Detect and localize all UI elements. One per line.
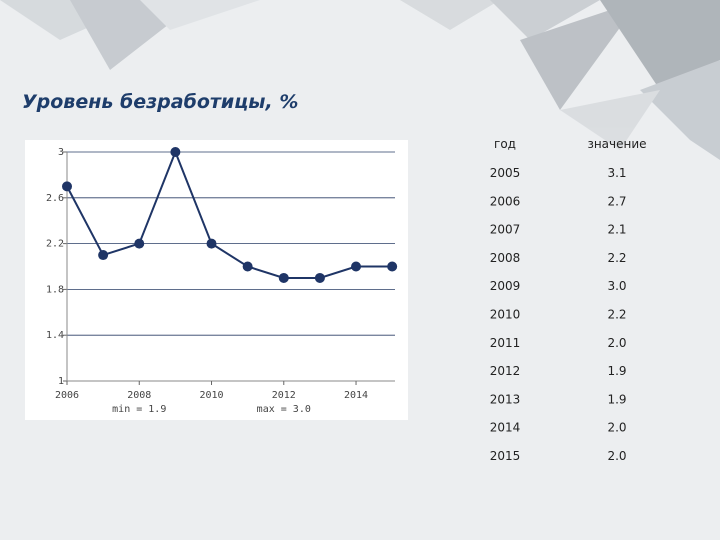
- data-point: [242, 261, 253, 272]
- table-cell: 2.0: [607, 421, 626, 435]
- series-line: [66, 149, 393, 279]
- annotation: max = 3.0: [257, 404, 311, 415]
- table-header: год: [494, 137, 516, 151]
- y-tick-label: 2.2: [46, 239, 64, 250]
- table-cell: 2007: [490, 223, 521, 237]
- table-cell: 2006: [490, 194, 521, 208]
- chart: 1 1.4 1.8 2.2 2.6 3 2006 2008 2010 2012 2014 min = …: [46, 147, 398, 415]
- plot-background: [25, 140, 408, 420]
- table-cell: 2015: [490, 449, 521, 463]
- table-cell: 2010: [490, 308, 521, 322]
- table-header: значение: [587, 137, 646, 151]
- data-point: [387, 261, 398, 272]
- y-tick-label: 1.8: [46, 284, 64, 295]
- x-tick-label: 2010: [199, 390, 223, 401]
- table-cell: 2011: [490, 336, 521, 350]
- table-cell: 3.0: [607, 279, 626, 293]
- annotation: min = 1.9: [112, 404, 166, 415]
- y-tick-label: 1: [58, 376, 64, 387]
- table-cell: 2013: [490, 392, 521, 406]
- table-cell: 2.0: [607, 336, 626, 350]
- y-tick-label: 3: [58, 147, 64, 158]
- x-tick-label: 2006: [55, 390, 79, 401]
- table-cell: 2.2: [607, 308, 626, 322]
- table-cell: 2.0: [607, 449, 626, 463]
- table-cell: 2014: [490, 421, 521, 435]
- x-tick-label: 2014: [344, 390, 368, 401]
- table-cell: 2.1: [607, 223, 626, 237]
- table: год значение 2005 3.1 2006 2.7 2007 2.1 2008 2.2 2…: [490, 137, 647, 463]
- table-cell: 1.9: [607, 392, 626, 406]
- table-cell: 2008: [490, 251, 521, 265]
- data-point: [62, 181, 72, 192]
- table-cell: 2.2: [607, 251, 626, 265]
- x-tick-label: 2008: [127, 390, 151, 401]
- decor: [0, 0, 720, 160]
- table-cell: 3.1: [607, 166, 626, 180]
- data-point: [351, 261, 362, 272]
- table-cell: 1.9: [607, 364, 626, 378]
- table-cell: 2005: [490, 166, 521, 180]
- x-tick-label: 2012: [272, 390, 296, 401]
- data-point: [134, 238, 145, 249]
- data-point: [98, 250, 109, 261]
- y-tick-label: 1.4: [46, 330, 64, 341]
- chart-title: Уровень безработицы, %: [22, 91, 298, 113]
- data-point: [206, 238, 217, 249]
- y-tick-label: 2.6: [46, 193, 64, 204]
- table-cell: 2012: [490, 364, 521, 378]
- table-cell: 2.7: [607, 194, 626, 208]
- data-point: [170, 147, 181, 157]
- data-point: [278, 272, 289, 283]
- data-point: [314, 272, 325, 283]
- table-cell: 2009: [490, 279, 521, 293]
